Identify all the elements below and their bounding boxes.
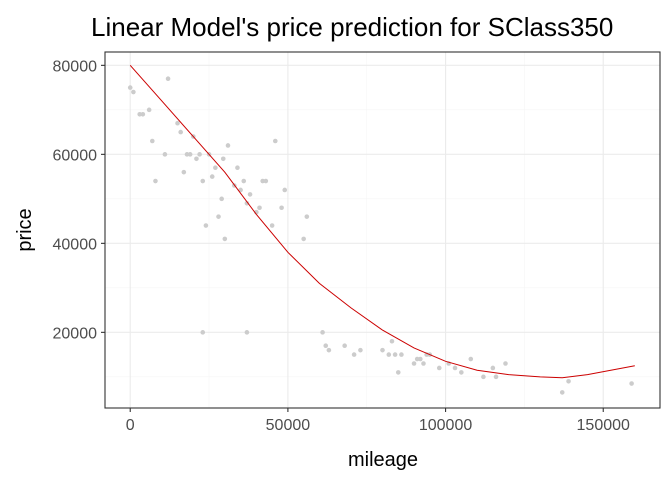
data-point [146,107,152,113]
y-tick-label: 80000 [53,58,98,75]
data-point [629,381,634,386]
data-point [566,379,571,384]
data-point [395,370,401,375]
data-point [459,370,464,375]
data-point [411,361,417,366]
data-point [436,365,442,371]
data-point [320,330,325,335]
data-point [559,390,565,395]
data-point [279,205,284,211]
data-point [140,112,146,117]
data-point [399,352,404,357]
x-tick-label: 100000 [419,417,472,434]
minor-gridlines [105,52,660,408]
x-axis: 0 50000 100000 150000 [126,408,630,434]
data-point [200,330,206,335]
data-point [342,343,347,349]
data-point [490,365,496,371]
data-point [392,352,398,357]
x-tick-label: 50000 [266,417,311,434]
data-point [493,374,499,380]
data-point [216,214,221,219]
data-point [235,165,240,170]
data-point [162,152,168,157]
chart-title: Linear Model's price prediction for SCla… [91,12,613,42]
data-point [503,361,508,366]
data-point [421,361,426,366]
data-point [222,236,228,242]
data-point [481,374,486,380]
data-point [165,76,171,81]
data-point [386,352,392,357]
data-point [184,152,190,157]
y-axis-title: price [14,208,36,251]
y-axis: 20000 40000 60000 80000 [53,58,105,342]
data-point [301,236,306,242]
data-point [263,178,269,184]
data-point [131,89,136,95]
data-point [260,178,265,184]
data-point [323,343,329,349]
data-point [200,178,206,184]
data-point [351,352,357,357]
data-point [241,178,247,184]
data-point [175,120,180,126]
data-point [380,347,385,353]
data-point [272,138,278,144]
y-tick-label: 60000 [53,147,98,164]
data-point [194,156,199,162]
data-point [389,338,395,344]
data-point [181,169,187,175]
data-point [282,187,288,193]
data-point [137,112,142,117]
fit-line [129,64,635,379]
data-point [150,138,155,144]
data-point [414,356,420,362]
data-point [219,196,224,202]
x-tick-label: 150000 [577,417,630,434]
data-point [358,347,363,353]
data-point [326,347,332,353]
x-axis-title: mileage [348,449,418,471]
data-point [244,201,250,206]
data-point [187,152,193,157]
data-point [209,174,215,179]
data-point [247,192,253,197]
data-point [452,365,458,371]
major-gridlines [105,52,660,408]
y-tick-label: 40000 [53,236,98,253]
data-point [220,156,226,162]
data-point [225,143,231,148]
plot-panel [104,51,661,409]
data-point [418,356,423,362]
data-point [197,152,202,157]
scatter-points [127,76,634,395]
data-point [178,129,183,135]
data-point [127,85,133,90]
data-point [244,330,250,335]
y-tick-label: 20000 [53,325,98,342]
data-point [257,205,262,211]
data-point [304,214,310,219]
data-point [203,223,209,228]
data-point [153,178,158,184]
x-tick-label: 0 [126,417,135,434]
data-point [269,223,275,228]
data-point [213,165,218,170]
data-point [468,356,474,362]
